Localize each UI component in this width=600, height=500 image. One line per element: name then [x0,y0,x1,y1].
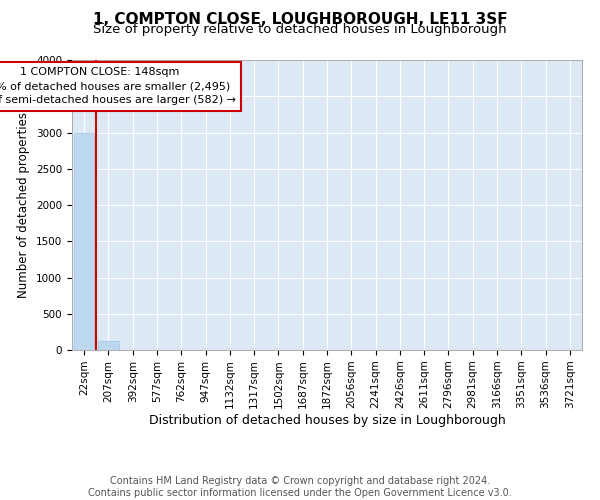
Text: Contains HM Land Registry data © Crown copyright and database right 2024.
Contai: Contains HM Land Registry data © Crown c… [88,476,512,498]
Text: 1, COMPTON CLOSE, LOUGHBOROUGH, LE11 3SF: 1, COMPTON CLOSE, LOUGHBOROUGH, LE11 3SF [92,12,508,28]
Bar [98,342,119,350]
Bar [74,132,94,350]
X-axis label: Distribution of detached houses by size in Loughborough: Distribution of detached houses by size … [149,414,505,427]
Y-axis label: Number of detached properties: Number of detached properties [17,112,31,298]
Text: 1 COMPTON CLOSE: 148sqm
← 81% of detached houses are smaller (2,495)
19% of semi: 1 COMPTON CLOSE: 148sqm ← 81% of detache… [0,67,236,106]
Text: Size of property relative to detached houses in Loughborough: Size of property relative to detached ho… [93,22,507,36]
